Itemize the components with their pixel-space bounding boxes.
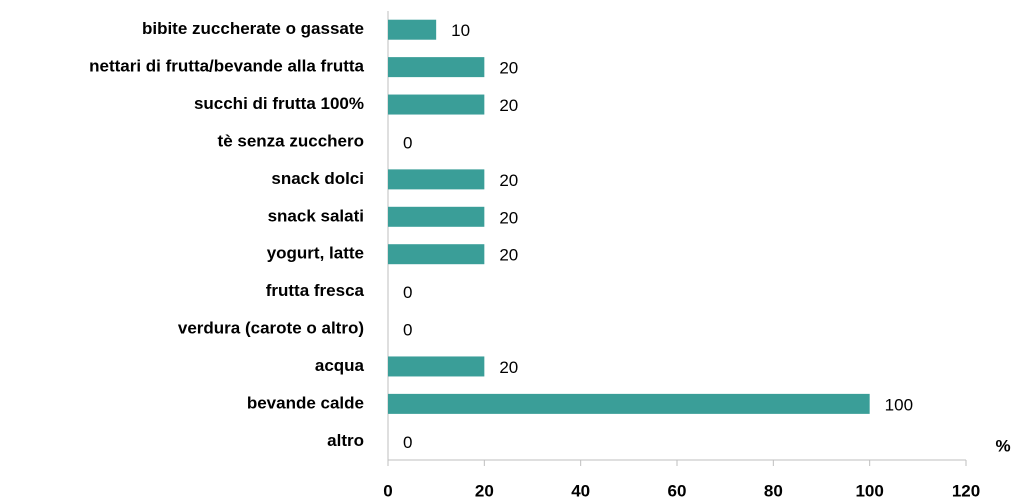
value-label: 100 xyxy=(885,395,913,414)
value-label: 20 xyxy=(499,171,518,190)
y-tick-label: altro xyxy=(327,431,364,450)
x-tick-label: 0 xyxy=(383,481,392,500)
value-label: 0 xyxy=(403,433,412,452)
value-label: 20 xyxy=(499,358,518,377)
bar xyxy=(388,393,870,414)
y-tick-label: verdura (carote o altro) xyxy=(178,319,364,338)
x-tick-label: 100 xyxy=(855,481,883,500)
bar xyxy=(388,94,485,115)
value-label: 0 xyxy=(403,283,412,302)
y-tick-label: bibite zuccherate o gassate xyxy=(142,19,364,38)
bar xyxy=(388,206,485,227)
bar xyxy=(388,356,485,377)
x-tick-label: 20 xyxy=(475,481,494,500)
y-tick-label: succhi di frutta 100% xyxy=(194,94,364,113)
y-tick-label: tè senza zucchero xyxy=(218,131,364,150)
y-tick-label: snack salati xyxy=(268,206,364,225)
bar xyxy=(388,19,437,40)
y-tick-label: acqua xyxy=(315,356,365,375)
value-label: 20 xyxy=(499,96,518,115)
value-label: 20 xyxy=(499,246,518,265)
value-label: 0 xyxy=(403,321,412,340)
y-tick-label: snack dolci xyxy=(271,169,364,188)
bar xyxy=(388,57,485,78)
value-label: 20 xyxy=(499,59,518,78)
y-tick-label: bevande calde xyxy=(247,393,364,412)
bar xyxy=(388,169,485,190)
x-tick-label: 60 xyxy=(668,481,687,500)
x-tick-label: 40 xyxy=(571,481,590,500)
value-label: 10 xyxy=(451,21,470,40)
y-tick-label: yogurt, latte xyxy=(267,244,364,263)
value-label: 0 xyxy=(403,133,412,152)
y-tick-label: frutta fresca xyxy=(266,281,365,300)
x-tick-label: 80 xyxy=(764,481,783,500)
value-label: 20 xyxy=(499,208,518,227)
bar xyxy=(388,244,485,265)
x-tick-label: 120 xyxy=(952,481,980,500)
x-axis-label: % xyxy=(995,436,1010,455)
y-tick-label: nettari di frutta/bevande alla frutta xyxy=(89,57,364,76)
